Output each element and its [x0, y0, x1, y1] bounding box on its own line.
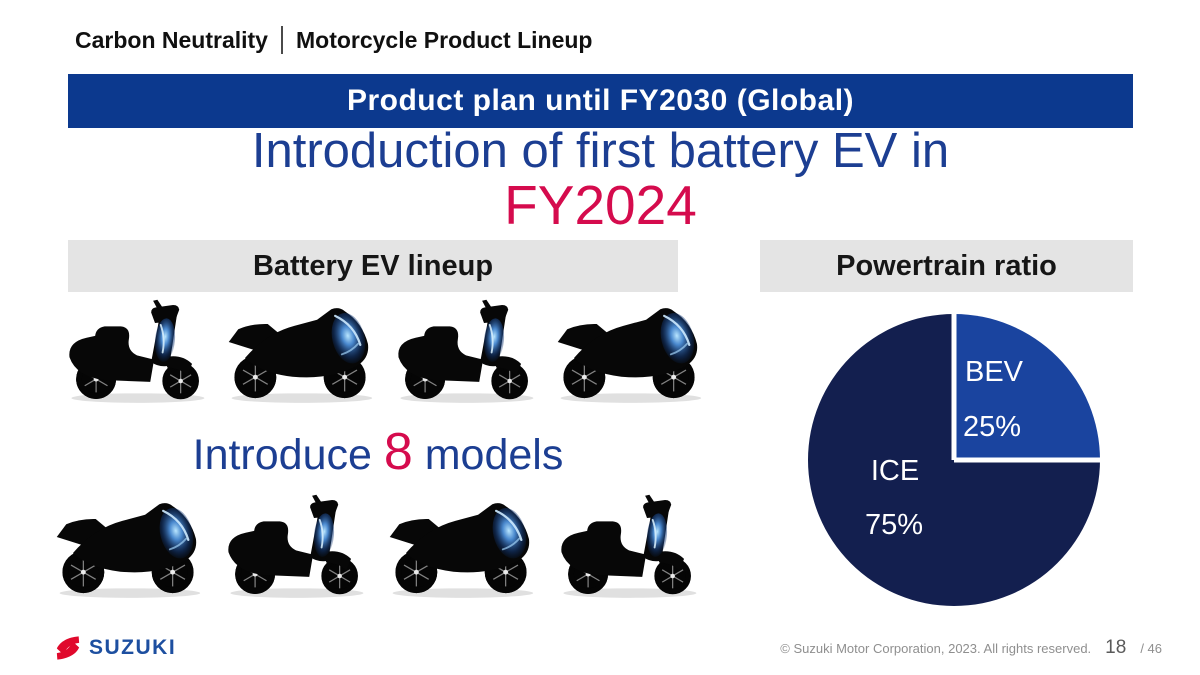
header-divider [280, 26, 283, 54]
sport-silhouette [224, 292, 376, 412]
introduce-prefix: Introduce [192, 431, 384, 479]
slide-header: Carbon Neutrality Motorcycle Product Lin… [75, 26, 592, 54]
scooter-icon [397, 299, 534, 403]
scooter-icon [561, 494, 697, 598]
suzuki-s-icon [56, 636, 80, 660]
headline-line2-highlight: FY2024 [504, 173, 697, 236]
suzuki-wordmark: SUZUKI [89, 636, 177, 659]
suzuki-logo: SUZUKI [55, 635, 176, 661]
sport-bike-icon [390, 503, 534, 598]
footer-right: © Suzuki Motor Corporation, 2023. All ri… [780, 637, 1162, 659]
introduce-models-line: Introduce 8 models [68, 417, 688, 487]
bike-row-bottom [52, 487, 704, 612]
powertrain-pie [808, 314, 1100, 606]
scooter-silhouette [219, 487, 371, 607]
pie-value-bev: 25% [962, 411, 1022, 443]
sport-bike-icon [229, 308, 373, 403]
introduce-suffix: models [412, 431, 564, 479]
scooter-silhouette [389, 292, 541, 412]
header-title-right: Motorcycle Product Lineup [295, 26, 593, 53]
models-count: 8 [383, 423, 413, 481]
headline: Introduction of first battery EV in FY20… [68, 126, 1133, 234]
sport-bike-icon [56, 503, 201, 598]
scooter-icon [69, 299, 205, 403]
sport-silhouette [52, 487, 204, 607]
headline-line1: Introduction of first battery EV in [251, 124, 950, 178]
powertrain-ratio-heading-text: Powertrain ratio [836, 249, 1057, 282]
powertrain-pie-chart: BEV 25% ICE 75% [806, 312, 1102, 608]
sport-silhouette [385, 487, 537, 607]
page-total: / 46 [1140, 641, 1162, 656]
powertrain-ratio-heading: Powertrain ratio [760, 240, 1133, 292]
banner: Product plan until FY2030 (Global) [68, 74, 1133, 128]
battery-ev-lineup-heading-text: Battery EV lineup [252, 249, 494, 282]
pie-value-ice: 75% [864, 509, 924, 541]
copyright-text: © Suzuki Motor Corporation, 2023. All ri… [780, 641, 1092, 656]
pie-label-bev: BEV [964, 356, 1024, 388]
sport-bike-icon [557, 308, 702, 403]
pie-label-ice: ICE [870, 455, 920, 487]
scooter-silhouette [60, 292, 212, 412]
battery-ev-lineup-heading: Battery EV lineup [68, 240, 678, 292]
scooter-silhouette [552, 487, 704, 607]
sport-silhouette [553, 292, 705, 412]
scooter-icon [227, 494, 364, 598]
bike-row-top [60, 292, 705, 414]
pie-slice-bev [954, 314, 1100, 460]
banner-text: Product plan until FY2030 (Global) [346, 84, 855, 117]
page-number: 18 [1105, 637, 1127, 658]
header-title-left: Carbon Neutrality [75, 26, 268, 53]
